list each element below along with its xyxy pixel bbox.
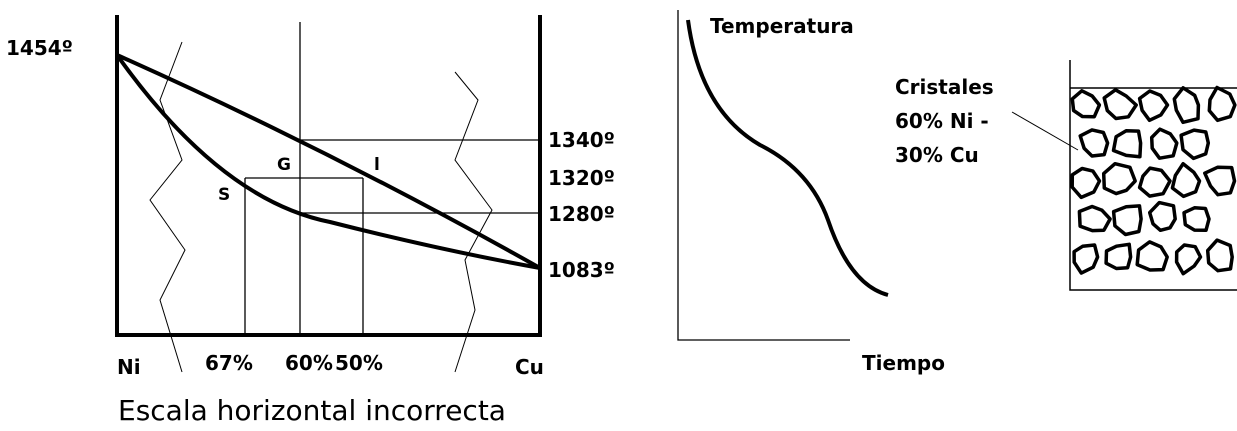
crystal [1137,89,1170,123]
point-label: l [374,155,380,175]
crystal [1070,166,1102,200]
crystal [1182,206,1211,233]
axis-label: Temperatura [710,14,854,38]
bottom-label: Cu [515,355,544,379]
annotation: 30% Cu [895,143,979,167]
crystal [1207,85,1237,123]
bottom-label: Ni [117,355,141,379]
crystal [1170,161,1202,199]
point-label: G [277,155,291,175]
crystal [1101,161,1137,196]
crystal [1077,204,1112,233]
annotation: Cristales [895,75,994,99]
temp-label: 1340º [548,128,615,152]
bottom-label: 60% [285,351,333,375]
crystal [1072,243,1100,275]
leader-line [1011,111,1079,151]
crystal [1104,242,1133,271]
bottom-label: 50% [335,351,383,375]
bottom-label: 67% [205,351,253,375]
crystal [1172,86,1201,125]
crystal [1078,128,1110,158]
crystal [1203,165,1237,197]
temp-label: 1083º [548,258,615,282]
point-label: S [218,185,230,205]
annotation: 60% Ni - [895,109,989,133]
microstructure [1069,60,1237,291]
crystal [1137,166,1172,198]
crystal [1111,128,1143,159]
crystal [1070,89,1102,119]
crystal [1147,200,1177,233]
temp-label: 1280º [548,202,615,226]
crystal [1205,238,1234,273]
crystal [1174,243,1203,276]
crystal [1102,88,1138,121]
axis-label: Tiempo [862,351,945,375]
crystal [1135,240,1169,272]
cooling-curve [677,10,889,341]
phase-diagram-lines [115,15,542,373]
caption: Escala horizontal incorrecta [118,394,506,427]
temp-label: 1320º [548,166,615,190]
crystal [1111,204,1143,237]
crystal [1179,128,1211,161]
temp-label: 1454º [6,36,73,60]
crystal [1149,127,1179,160]
